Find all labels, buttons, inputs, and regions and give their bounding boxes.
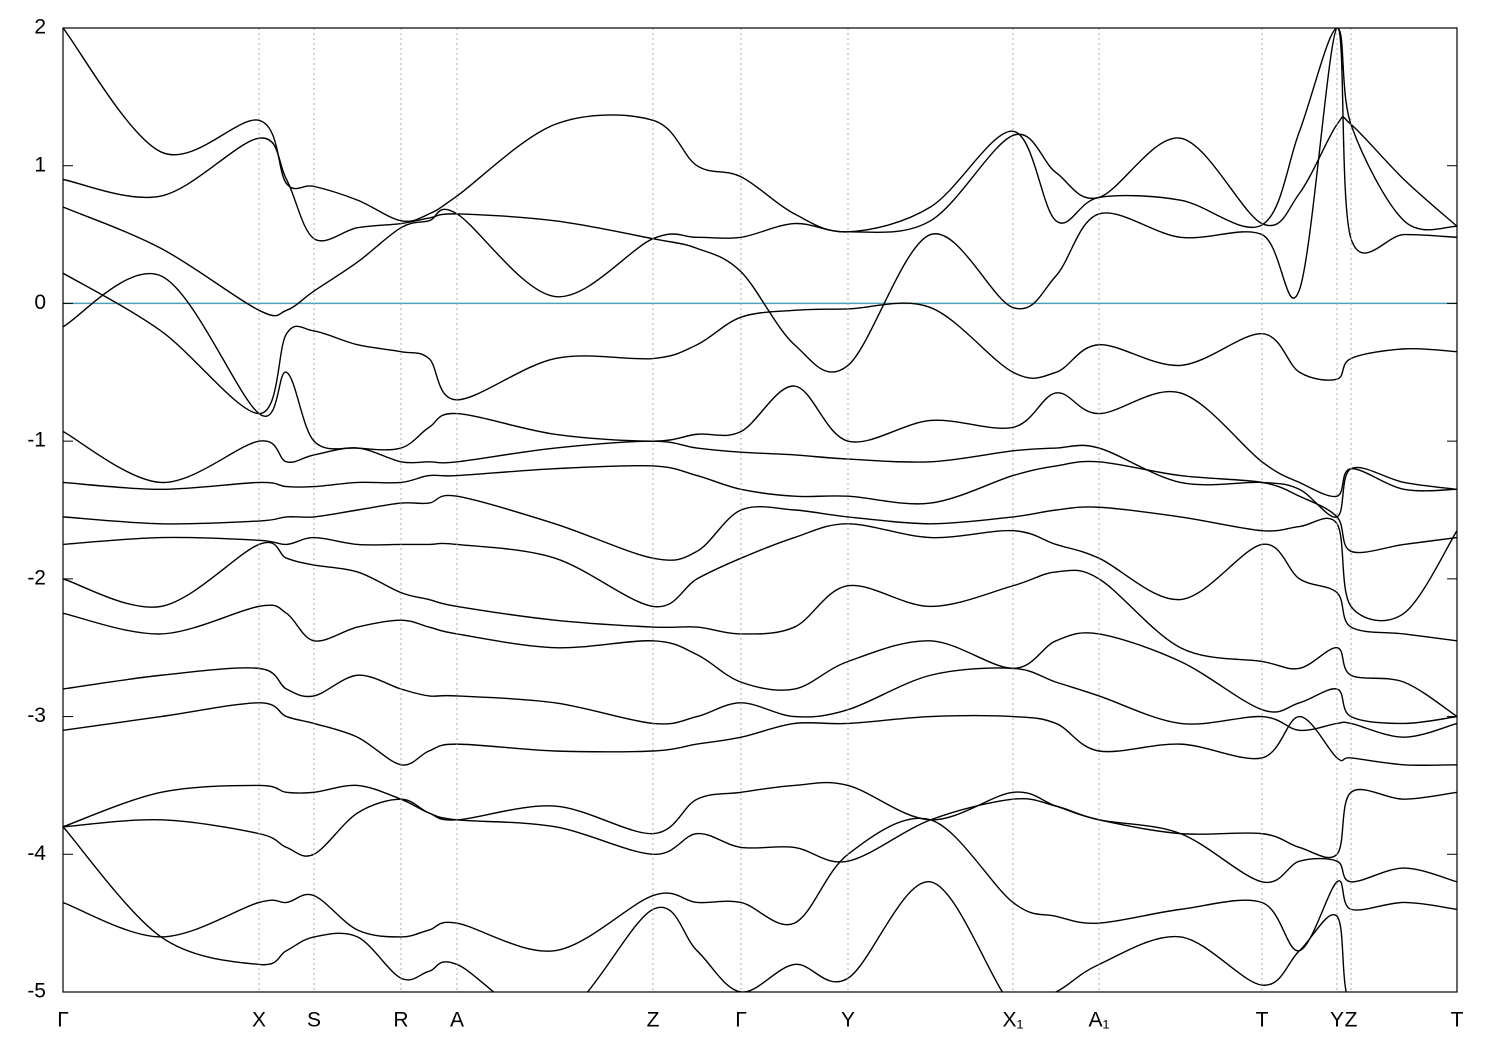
x-tick-label: Y bbox=[841, 1009, 855, 1032]
x-tick-label: Γ bbox=[735, 1009, 747, 1032]
y-tick-label: 1 bbox=[34, 153, 46, 176]
band-line bbox=[63, 781, 1457, 859]
x-tick-label: X bbox=[252, 1009, 266, 1032]
y-tick-label: -3 bbox=[27, 704, 46, 727]
y-tick-label: -1 bbox=[27, 429, 46, 452]
x-tick-label: A bbox=[450, 1009, 464, 1032]
band-line bbox=[63, 523, 1457, 642]
plot-area bbox=[63, 28, 1457, 992]
band-line bbox=[63, 272, 1457, 498]
x-tick-label: T bbox=[1451, 1009, 1464, 1032]
x-tick-label: Z bbox=[1345, 1009, 1358, 1032]
band-line bbox=[63, 494, 1457, 622]
x-tick-label: Z bbox=[647, 1009, 660, 1032]
band-line bbox=[63, 430, 1457, 518]
y-tick-label: -2 bbox=[27, 566, 46, 589]
x-tick-label: Y bbox=[1330, 1009, 1344, 1032]
band-line bbox=[63, 541, 1457, 718]
y-tick-label: 2 bbox=[34, 16, 46, 39]
x-tick-label: T bbox=[1256, 1009, 1269, 1032]
y-tick-label: -4 bbox=[27, 842, 46, 865]
band-line bbox=[63, 28, 1457, 233]
x-tick-label: X₁ bbox=[1002, 1009, 1023, 1032]
x-tick-label: R bbox=[393, 1009, 408, 1032]
band-line bbox=[63, 817, 1457, 952]
band-line bbox=[63, 797, 1457, 884]
band-line bbox=[63, 826, 1347, 992]
band-line bbox=[63, 460, 1457, 554]
x-tick-label: S bbox=[307, 1009, 321, 1032]
y-tick-label: 0 bbox=[34, 291, 46, 314]
band-line bbox=[63, 702, 1457, 766]
y-tick-label: -5 bbox=[27, 980, 46, 1003]
x-tick-label: A₁ bbox=[1088, 1009, 1109, 1032]
band-line bbox=[63, 272, 1457, 415]
band-line bbox=[63, 28, 1457, 373]
x-tick-label: Γ bbox=[57, 1009, 69, 1032]
plot-frame bbox=[62, 27, 1458, 993]
band-line bbox=[63, 115, 1457, 317]
band-line bbox=[63, 667, 1457, 738]
band-line bbox=[63, 604, 1457, 725]
